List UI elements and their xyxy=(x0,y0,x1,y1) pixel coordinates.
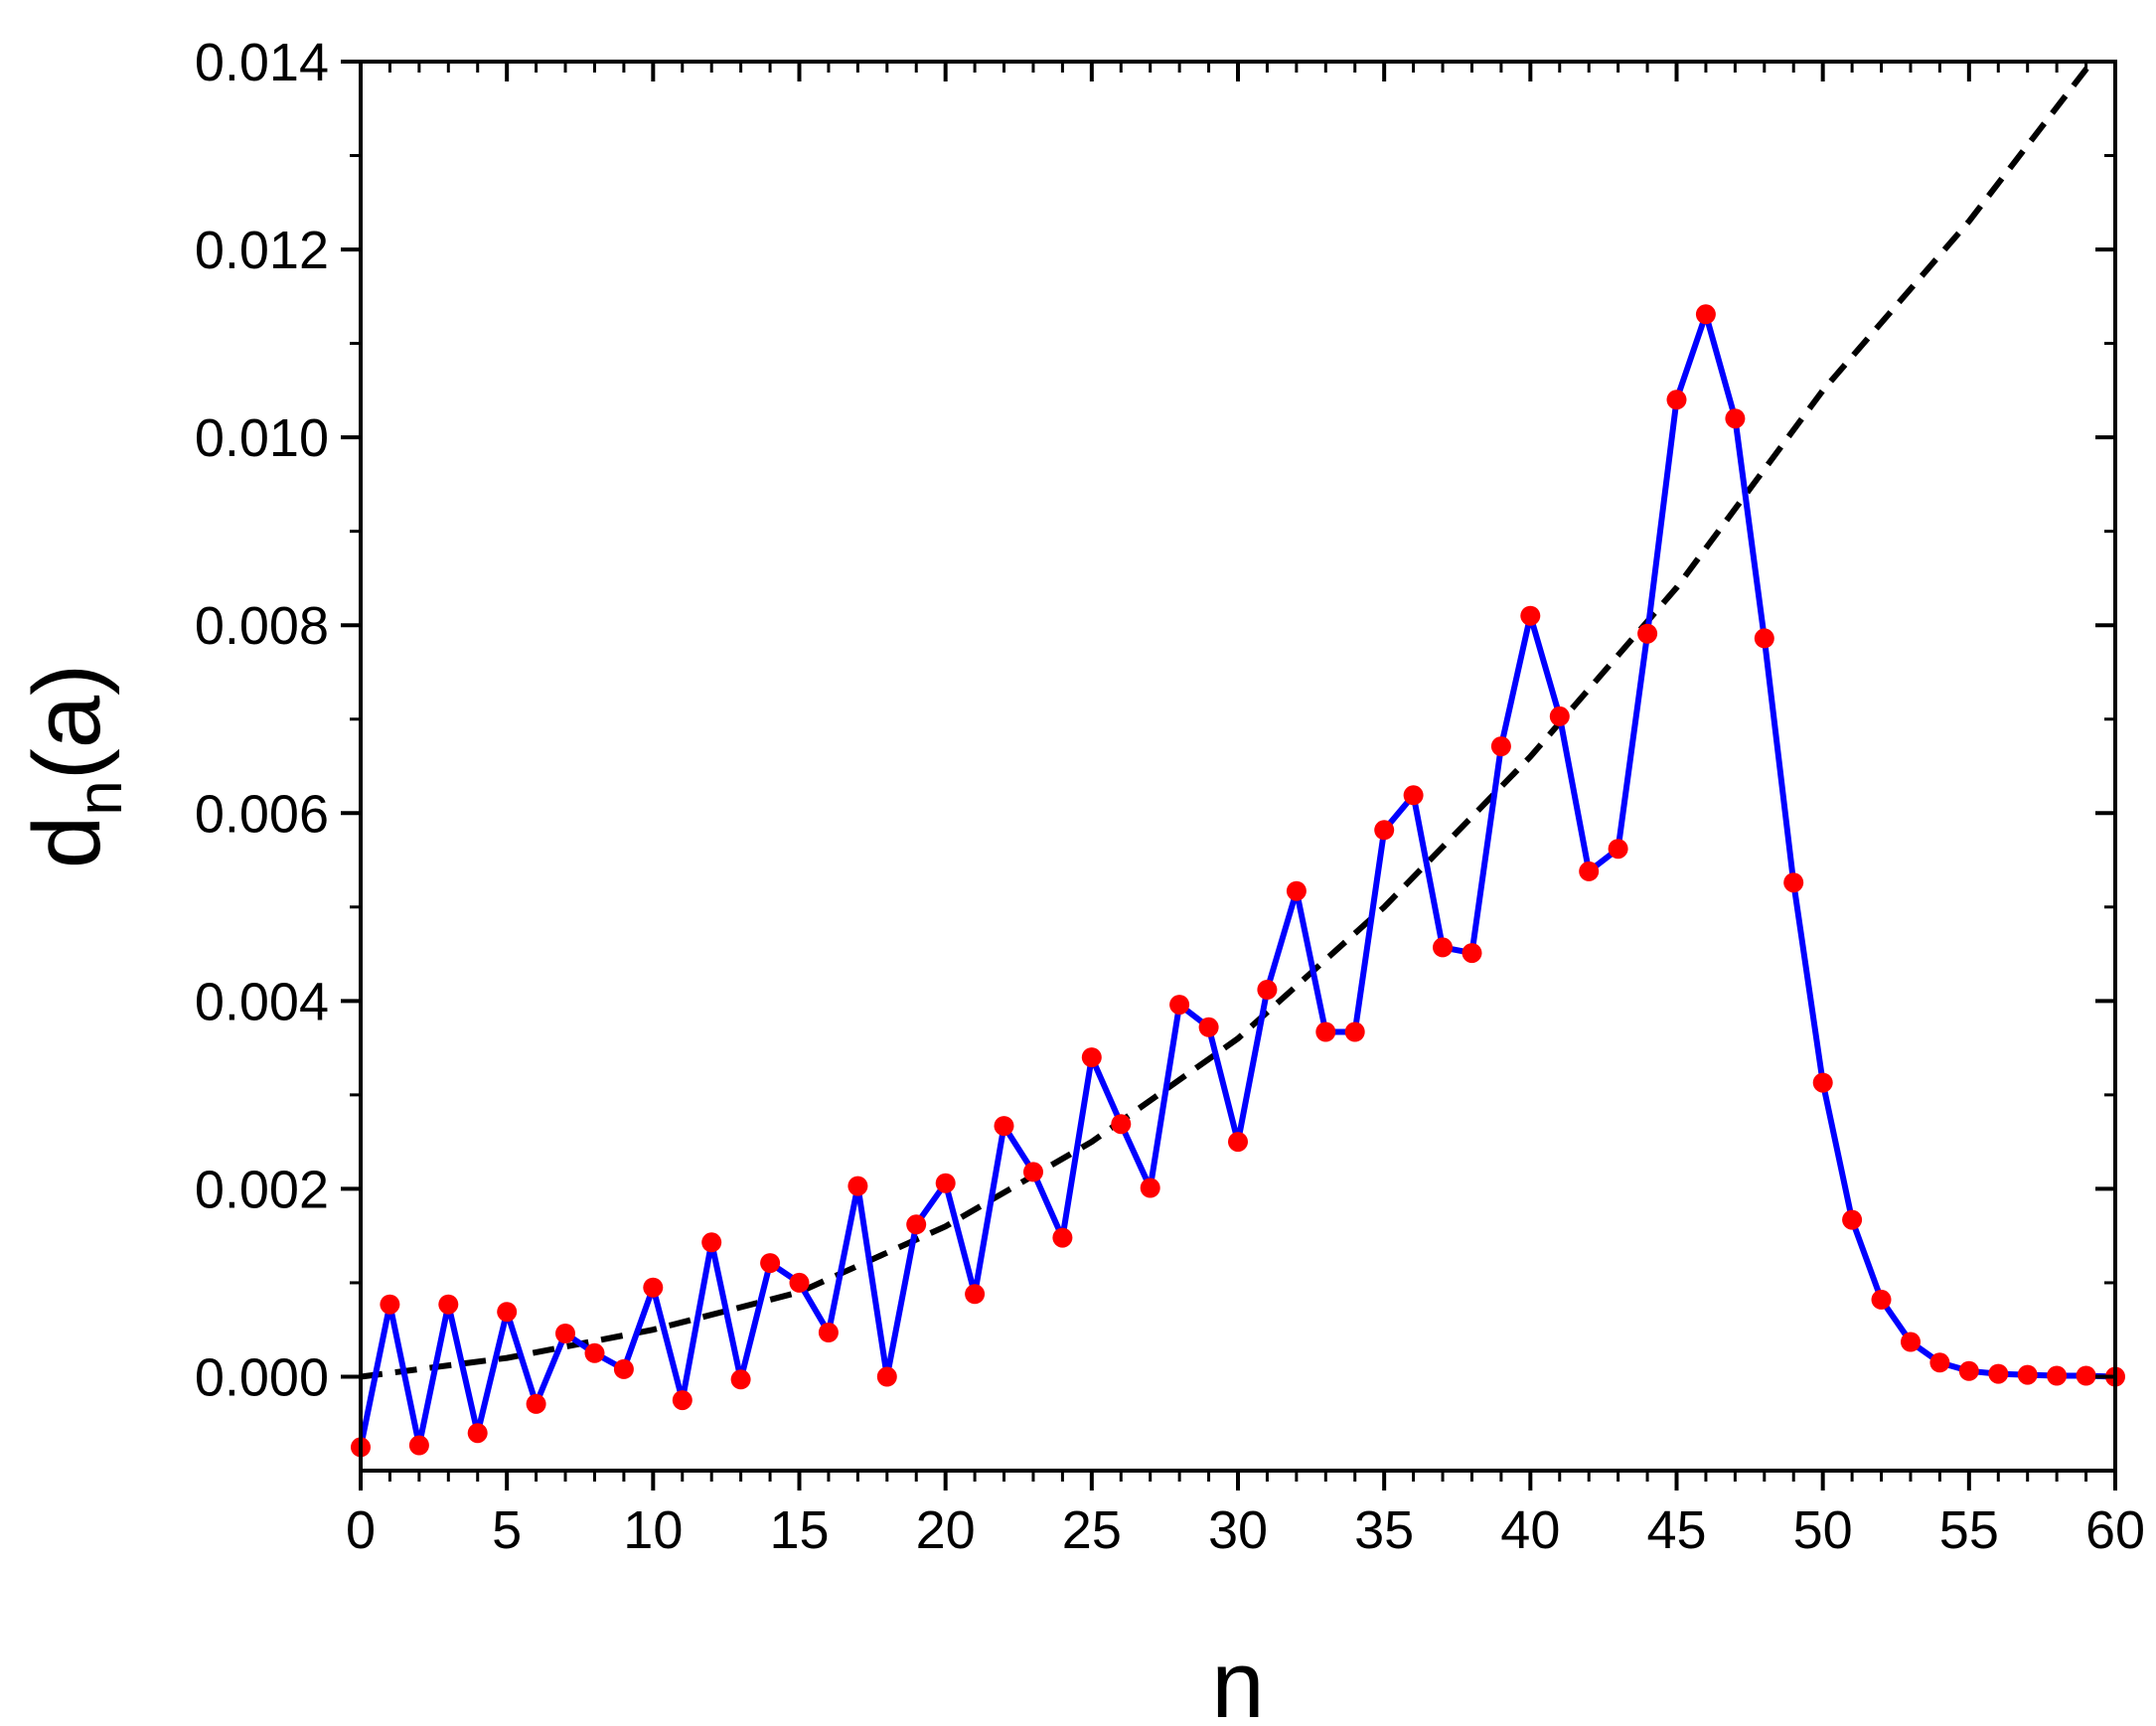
data-point xyxy=(1344,1021,1365,1042)
x-tick-label: 50 xyxy=(1793,1500,1853,1560)
data-point xyxy=(1433,937,1453,958)
data-point xyxy=(467,1423,488,1444)
data-point xyxy=(2017,1364,2038,1385)
data-point xyxy=(555,1324,575,1343)
x-tick-label: 30 xyxy=(1208,1500,1268,1560)
data-point xyxy=(1871,1289,1892,1310)
data-point xyxy=(1490,736,1511,757)
data-point xyxy=(1374,820,1395,841)
data-point xyxy=(1286,880,1307,901)
data-point xyxy=(730,1369,751,1390)
data-point xyxy=(672,1390,693,1411)
data-point xyxy=(1520,605,1541,626)
x-tick-label: 40 xyxy=(1500,1500,1560,1560)
data-point xyxy=(1842,1209,1863,1230)
data-point xyxy=(1023,1162,1043,1182)
data-point xyxy=(1198,1017,1219,1037)
data-point xyxy=(1052,1227,1073,1248)
x-tick-label: 5 xyxy=(492,1500,522,1560)
data-point xyxy=(1988,1363,2009,1384)
data-point xyxy=(408,1435,429,1456)
x-tick-label: 10 xyxy=(623,1500,683,1560)
data-point xyxy=(380,1294,400,1315)
data-point xyxy=(526,1393,546,1414)
data-point xyxy=(789,1272,810,1293)
data-point xyxy=(1403,785,1424,806)
data-point xyxy=(1549,706,1570,726)
data-point xyxy=(1081,1047,1102,1068)
data-point xyxy=(1725,408,1746,429)
data-point xyxy=(994,1116,1014,1137)
y-tick-label: 0.008 xyxy=(195,596,329,656)
data-point xyxy=(1257,980,1278,1000)
data-point xyxy=(1637,623,1658,644)
series-line xyxy=(358,311,2116,1449)
data-point xyxy=(965,1284,986,1305)
x-axis-title: n xyxy=(1211,1632,1264,1726)
data-point xyxy=(1140,1177,1160,1198)
axes xyxy=(359,60,2117,1473)
data-point xyxy=(438,1294,459,1315)
trend-line xyxy=(360,60,2094,1380)
y-tick-label: 0.014 xyxy=(195,33,329,92)
data-point xyxy=(847,1176,868,1196)
data-point xyxy=(2076,1365,2096,1386)
data-point xyxy=(1579,861,1600,881)
data-point xyxy=(1812,1072,1833,1093)
data-point xyxy=(876,1366,897,1387)
y-tick-label: 0.010 xyxy=(195,408,329,468)
data-point xyxy=(935,1173,956,1193)
y-tick-label: 0.006 xyxy=(195,784,329,844)
data-point xyxy=(1111,1114,1132,1135)
x-tick-label: 60 xyxy=(2085,1500,2145,1560)
data-point xyxy=(613,1358,634,1379)
tick-labels: 0 5 10 15 20 25 30 35 40 45 50 55 60 0.000 0.002 0.004 0… xyxy=(195,33,2145,1560)
data-point xyxy=(760,1253,781,1274)
data-point xyxy=(701,1232,722,1253)
data-point xyxy=(1754,628,1774,649)
data-point xyxy=(1901,1332,1921,1352)
x-tick-label: 20 xyxy=(916,1500,976,1560)
plot-marks xyxy=(351,60,2125,1458)
data-point xyxy=(1462,943,1482,964)
data-point xyxy=(1169,995,1190,1016)
y-tick-label: 0.012 xyxy=(195,221,329,280)
data-point xyxy=(1958,1360,1979,1381)
data-point xyxy=(497,1302,518,1323)
data-point xyxy=(2047,1365,2068,1386)
y-axis-title-base: d xyxy=(14,816,120,868)
y-tick-label: 0.002 xyxy=(195,1160,329,1219)
data-point xyxy=(1929,1352,1950,1373)
x-tick-label: 15 xyxy=(769,1500,829,1560)
plot-frame xyxy=(359,60,2117,1473)
data-point xyxy=(1228,1132,1248,1153)
x-tick-label: 35 xyxy=(1354,1500,1414,1560)
x-tick-label: 55 xyxy=(1939,1500,1999,1560)
x-tick-label: 45 xyxy=(1646,1500,1706,1560)
data-point xyxy=(906,1214,927,1235)
y-tick-label: 0.000 xyxy=(195,1347,329,1407)
y-axis-title-subscript: n xyxy=(64,780,135,816)
x-tick-label: 25 xyxy=(1062,1500,1122,1560)
data-point xyxy=(1315,1021,1336,1042)
data-point xyxy=(818,1323,839,1342)
data-point xyxy=(1695,304,1716,325)
y-axis-title: dn(a) xyxy=(14,664,135,868)
data-point xyxy=(643,1277,664,1298)
y-tick-label: 0.004 xyxy=(195,972,329,1031)
y-axis-title-suffix: (a) xyxy=(14,664,120,780)
x-tick-label: 0 xyxy=(346,1500,376,1560)
data-point xyxy=(1666,390,1687,410)
data-point xyxy=(1783,872,1804,893)
data-point xyxy=(584,1342,605,1363)
data-point xyxy=(1608,839,1628,860)
axis-ticks xyxy=(341,60,2117,1491)
